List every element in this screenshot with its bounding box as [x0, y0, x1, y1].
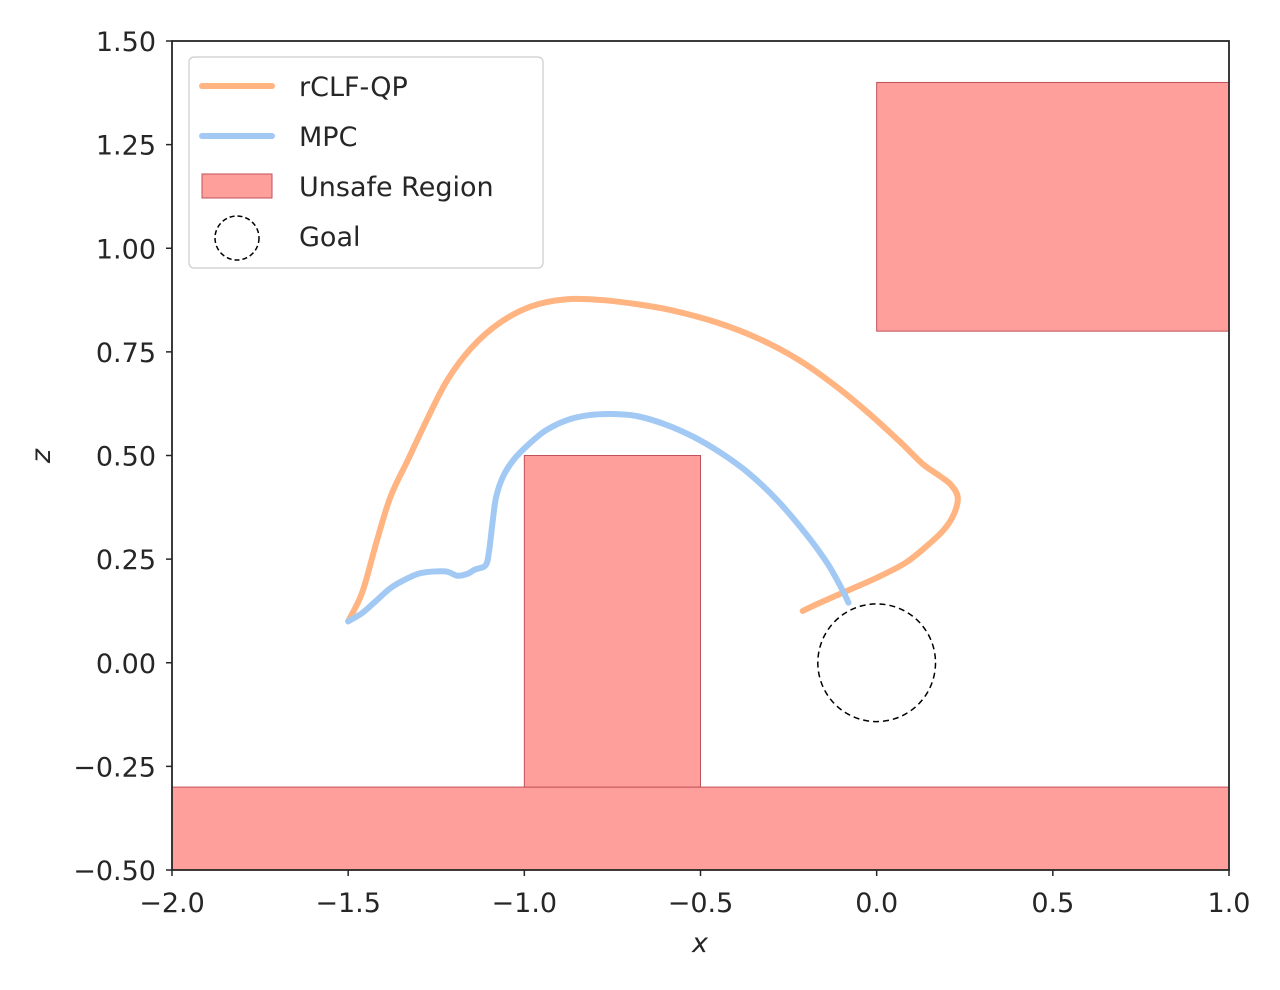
- series-layer: [345, 295, 961, 625]
- legend-box: [188, 56, 544, 269]
- x-tick-label: −1.0: [492, 888, 558, 919]
- y-tick-label: 1.50: [96, 27, 156, 58]
- series-line-rclf-qp: [345, 295, 961, 625]
- legend-mpc-label: MPC: [299, 122, 357, 153]
- x-tick-label: −1.5: [315, 888, 381, 919]
- legend: rCLF-QP MPC Unsafe Region Goal: [188, 56, 544, 269]
- goal-layer: [817, 603, 937, 723]
- unsafe-region-1: [523, 455, 701, 788]
- y-axis-ticks: −0.50 −0.25 0.00 0.25 0.50 0.75 1.00 1.25 1.50: [73, 27, 172, 887]
- legend-unsafe-region-swatch: [201, 173, 273, 199]
- y-axis-label: z: [26, 448, 57, 464]
- x-tick-label: 0.5: [1031, 888, 1074, 919]
- y-tick-label: −0.25: [73, 752, 156, 783]
- y-tick-label: 0.50: [96, 442, 156, 473]
- y-tick-label: 1.25: [96, 131, 156, 162]
- goal-circle: [817, 603, 937, 723]
- x-tick-label: −0.5: [668, 888, 734, 919]
- series-line-mpc: [345, 411, 852, 625]
- x-tick-label: 0.0: [855, 888, 898, 919]
- unsafe-region-2: [876, 81, 1229, 332]
- unsafe-regions: [172, 81, 1229, 870]
- x-tick-label: −2.0: [139, 888, 205, 919]
- y-tick-label: −0.50: [73, 856, 156, 887]
- y-tick-label: 1.00: [96, 234, 156, 265]
- legend-goal-swatch: [214, 215, 260, 261]
- x-axis-ticks: −2.0 −1.5 −1.0 −0.5 0.0 0.5 1.0: [139, 870, 1250, 919]
- legend-goal-label: Goal: [299, 222, 361, 253]
- x-tick-label: 1.0: [1208, 888, 1251, 919]
- y-tick-label: 0.25: [96, 545, 156, 576]
- legend-unsafe-region-label: Unsafe Region: [299, 172, 494, 203]
- y-tick-label: 0.00: [96, 649, 156, 680]
- x-axis-label: x: [691, 928, 709, 959]
- unsafe-region-0: [172, 786, 1229, 870]
- legend-rclf-qp-label: rCLF-QP: [299, 72, 408, 103]
- y-tick-label: 0.75: [96, 338, 156, 369]
